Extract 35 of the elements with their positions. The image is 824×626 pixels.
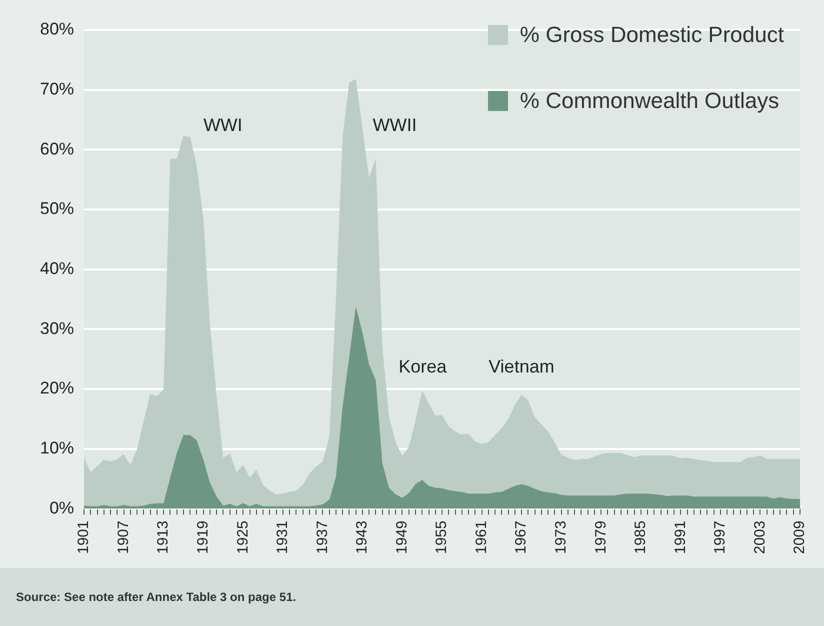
x-tick-label: 1997 xyxy=(712,520,729,554)
x-tick-label: 1991 xyxy=(672,520,689,554)
x-tick-label: 1931 xyxy=(274,520,292,554)
x-tick-label: 1937 xyxy=(314,520,331,554)
x-tick-label: 1985 xyxy=(632,520,650,554)
x-tick-label: 1955 xyxy=(433,520,450,554)
annotation: WWII xyxy=(372,115,417,136)
y-tick-label: 30% xyxy=(40,318,74,338)
x-tick-label: 1973 xyxy=(552,520,570,554)
source-note: Source: See note after Annex Table 3 on page 51. xyxy=(16,590,296,604)
x-tick-label: 2003 xyxy=(751,520,768,554)
annotation: WWI xyxy=(203,115,242,136)
x-tick-label: 1961 xyxy=(472,520,490,554)
legend-label: % Commonwealth Outlays xyxy=(520,88,780,114)
x-tick-label: 1907 xyxy=(114,520,132,554)
y-tick-label: 40% xyxy=(40,259,74,278)
x-tick-label: 1949 xyxy=(393,520,410,554)
x-tick-label: 1943 xyxy=(354,520,371,554)
x-tick-label: 1925 xyxy=(234,520,252,554)
x-tick-label: 2009 xyxy=(791,520,808,554)
y-tick-label: 0% xyxy=(49,498,74,518)
y-tick-label: 50% xyxy=(40,199,74,218)
y-tick-label: 60% xyxy=(40,139,74,158)
x-tick-label: 1979 xyxy=(592,520,610,554)
y-tick-label: 10% xyxy=(40,438,74,458)
x-tick-label: 1901 xyxy=(75,520,92,554)
x-tick-label: 1919 xyxy=(194,520,212,554)
legend-label: % Gross Domestic Product xyxy=(520,22,784,48)
annotation: Korea xyxy=(398,356,448,376)
x-tick-label: 1967 xyxy=(512,520,530,554)
annotation: Vietnam xyxy=(488,356,554,376)
y-tick-label: 70% xyxy=(40,80,74,99)
y-tick-label: 80% xyxy=(40,20,74,39)
y-tick-label: 20% xyxy=(40,378,74,398)
x-tick-label: 1913 xyxy=(154,520,172,554)
